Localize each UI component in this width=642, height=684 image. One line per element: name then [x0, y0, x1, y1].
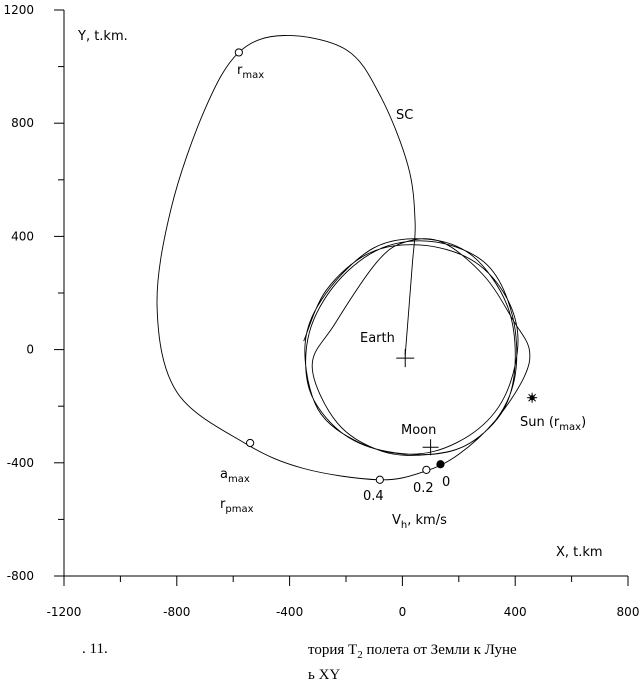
point-marker: [246, 438, 255, 448]
y-tick-label: -800: [7, 569, 34, 583]
y-tick-label: -400: [7, 456, 34, 470]
y-tick-label: 800: [11, 116, 34, 130]
rpmax-label: rpmax: [220, 497, 254, 515]
x-axis-label: X, t.km: [556, 545, 603, 560]
x-tick-label: -1200: [47, 605, 82, 619]
sun-marker: [528, 397, 533, 402]
trajectory-line: [156, 35, 531, 481]
figure-caption-line2: ь XY: [308, 667, 340, 683]
y-tick-label: 400: [11, 229, 34, 243]
sun-marker: [528, 393, 533, 399]
sc-label: SC: [396, 108, 413, 123]
point-marker: [375, 475, 384, 484]
x-tick-label: -800: [163, 605, 190, 619]
moon-label: Moon: [401, 423, 436, 438]
x-tick-label: -400: [276, 605, 303, 619]
earth-label: Earth: [360, 331, 395, 346]
amax-label: amax: [220, 467, 250, 485]
y-tick-label: 0: [26, 343, 34, 357]
trajectory-series: [156, 35, 531, 481]
point-marker: [234, 48, 243, 57]
tick-marks: [54, 9, 629, 586]
axes: [63, 10, 628, 577]
sun-marker: [531, 397, 537, 402]
x-tick-label: 400: [504, 605, 527, 619]
velocity-02-label: 0.2: [413, 481, 434, 496]
y-axis-label: Y, t.km.: [77, 29, 128, 44]
velocity-04-label: 0.4: [363, 489, 384, 504]
y-tick-label: 1200: [3, 3, 34, 17]
point-marker: [436, 460, 445, 469]
point-marker: [422, 465, 431, 474]
figure-caption-line1: тория Т2 полета от Земли к Луне: [308, 642, 517, 661]
sun-label: Sun (rmax): [520, 415, 586, 433]
x-tick-label: 800: [617, 605, 640, 619]
rmax-label: rmax: [237, 63, 264, 81]
vh-label: Vh, km/s: [392, 513, 447, 531]
figure-number: . 11.: [82, 641, 108, 657]
x-tick-label: 0: [399, 605, 407, 619]
velocity-0-label: 0: [442, 475, 450, 490]
sun-marker: [531, 393, 537, 399]
trajectory-markers: [234, 48, 538, 484]
tick-labels: -1200 -800 -400 0 400 800 1200 800 400 0 -400 -800: [3, 3, 639, 619]
